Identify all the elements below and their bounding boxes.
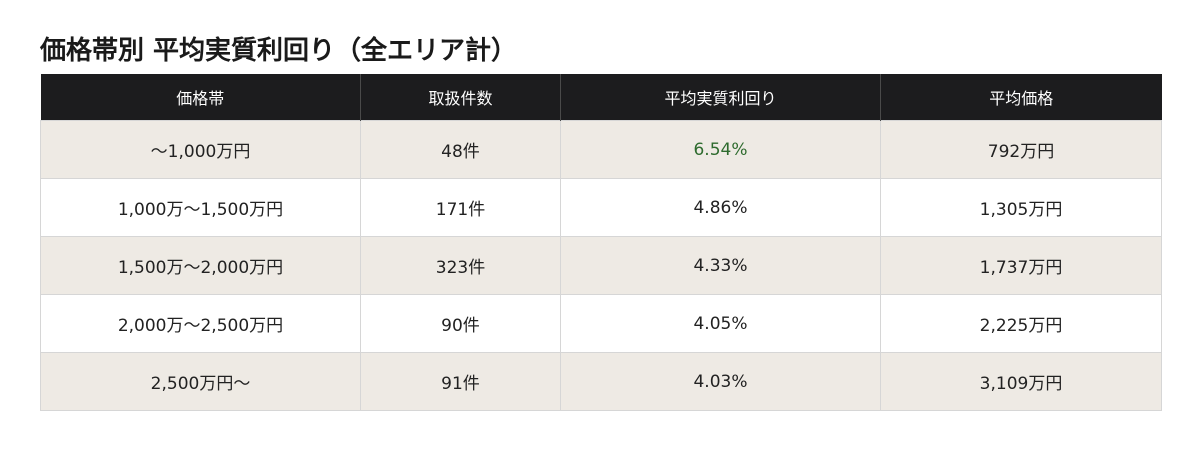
price-band-cell: 2,500万円〜 xyxy=(40,352,361,411)
yield-table: 価格帯 取扱件数 平均実質利回り 平均価格 〜1,000万円 48件 6.54%… xyxy=(40,74,1162,411)
table-header-row: 価格帯 取扱件数 平均実質利回り 平均価格 xyxy=(40,74,1162,121)
yield-cell: 4.86% xyxy=(560,178,881,237)
avg-price-cell: 2,225万円 xyxy=(880,294,1162,353)
avg-price-cell: 792万円 xyxy=(880,120,1162,179)
yield-cell-highlight: 6.54% xyxy=(560,120,881,179)
yield-cell: 4.05% xyxy=(560,294,881,353)
page-title: 価格帯別 平均実質利回り（全エリア計） xyxy=(40,36,518,66)
count-cell: 171件 xyxy=(360,178,561,237)
avg-price-cell: 1,737万円 xyxy=(880,236,1162,295)
count-cell: 323件 xyxy=(360,236,561,295)
count-cell: 90件 xyxy=(360,294,561,353)
table-row: 2,000万〜2,500万円 90件 4.05% 2,225万円 xyxy=(40,294,1162,353)
column-header-yield: 平均実質利回り xyxy=(560,74,881,121)
table-row: 〜1,000万円 48件 6.54% 792万円 xyxy=(40,120,1162,179)
table-row: 1,000万〜1,500万円 171件 4.86% 1,305万円 xyxy=(40,178,1162,237)
table-row: 1,500万〜2,000万円 323件 4.33% 1,737万円 xyxy=(40,236,1162,295)
avg-price-cell: 3,109万円 xyxy=(880,352,1162,411)
column-header-avg-price: 平均価格 xyxy=(880,74,1162,121)
yield-cell: 4.03% xyxy=(560,352,881,411)
count-cell: 48件 xyxy=(360,120,561,179)
price-band-cell: 〜1,000万円 xyxy=(40,120,361,179)
yield-cell: 4.33% xyxy=(560,236,881,295)
column-header-price-band: 価格帯 xyxy=(40,74,361,121)
column-header-count: 取扱件数 xyxy=(360,74,561,121)
count-cell: 91件 xyxy=(360,352,561,411)
price-band-cell: 1,000万〜1,500万円 xyxy=(40,178,361,237)
avg-price-cell: 1,305万円 xyxy=(880,178,1162,237)
table-row: 2,500万円〜 91件 4.03% 3,109万円 xyxy=(40,352,1162,411)
price-band-cell: 1,500万〜2,000万円 xyxy=(40,236,361,295)
price-band-cell: 2,000万〜2,500万円 xyxy=(40,294,361,353)
